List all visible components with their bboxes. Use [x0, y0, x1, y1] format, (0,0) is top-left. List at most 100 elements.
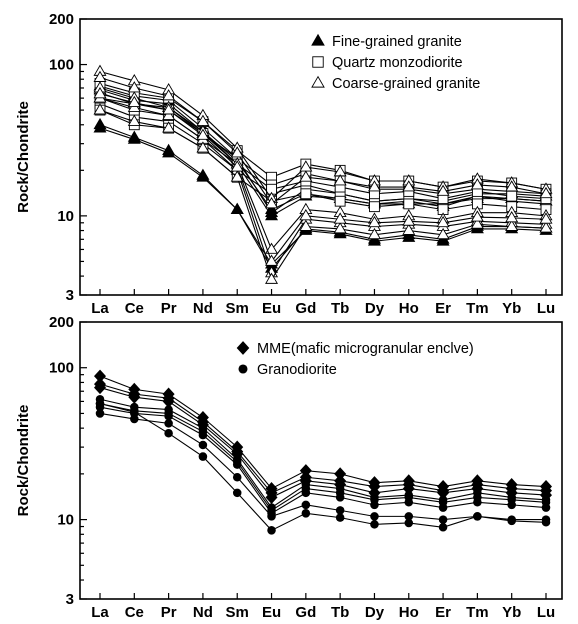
data-point — [370, 500, 379, 510]
x-tick-label: Gd — [295, 604, 316, 621]
data-point — [299, 170, 313, 182]
data-point — [369, 201, 380, 213]
data-point — [333, 212, 347, 224]
data-point — [265, 242, 279, 254]
data-point — [438, 523, 448, 532]
data-point — [265, 254, 279, 266]
x-tick-label: Gd — [295, 300, 316, 317]
data-point — [367, 234, 381, 246]
data-point — [333, 222, 347, 234]
data-point — [162, 143, 176, 155]
data-point — [539, 221, 553, 233]
y-tick-label: 10 — [57, 208, 74, 225]
data-point — [402, 214, 416, 226]
series-line — [99, 103, 547, 205]
x-tick-label: Pr — [161, 300, 177, 317]
x-tick-label: Eu — [262, 604, 281, 621]
data-point — [198, 430, 208, 440]
data-point — [470, 178, 484, 190]
x-tick-label: Lu — [537, 300, 555, 317]
x-tick-label: La — [91, 604, 109, 621]
x-tick-label: Dy — [365, 300, 385, 317]
data-point — [232, 488, 242, 498]
series-line — [99, 398, 547, 509]
series-line — [99, 85, 547, 214]
data-point — [507, 516, 516, 526]
data-point — [436, 184, 450, 196]
legend-marker — [311, 33, 325, 46]
data-point — [506, 190, 518, 202]
data-point — [127, 130, 141, 142]
plot-frame — [79, 18, 563, 296]
legend-label: Fine-grained granite — [332, 34, 462, 50]
bottom-panel-mme-granodiorite-chart: 200 100 10 3 Rock/Chondrite La Ce Pr Nd Sm Eu Gd Tb D… — [15, 314, 563, 621]
data-point — [300, 188, 312, 200]
legend-label: Quartz monzodiorite — [332, 55, 463, 71]
data-point — [196, 141, 210, 153]
data-point — [404, 498, 414, 507]
data-point — [299, 219, 313, 231]
x-tick-label: Er — [435, 604, 451, 621]
series-line — [99, 412, 546, 521]
series-line — [99, 403, 547, 512]
y-tick-label: 3 — [66, 591, 74, 608]
data-point — [402, 230, 416, 242]
y-axis-label: Rock/Chondrite — [15, 405, 32, 517]
data-point — [505, 219, 519, 231]
x-tick-label: Yb — [502, 300, 521, 317]
data-point — [333, 174, 347, 186]
data-point — [301, 488, 311, 498]
series-line — [99, 403, 547, 531]
y-tick-label: 3 — [66, 287, 74, 304]
data-point — [230, 146, 244, 158]
series-line — [99, 82, 547, 190]
x-tick-label: Tb — [331, 300, 349, 317]
data-point — [93, 87, 107, 99]
data-point — [267, 512, 276, 521]
data-point — [473, 512, 482, 521]
data-point — [541, 503, 551, 512]
y-axis-label: Rock/Chondrite — [15, 101, 32, 213]
data-point — [130, 407, 139, 417]
x-tick-label: Tm — [466, 300, 489, 317]
data-point — [232, 460, 242, 469]
data-point — [198, 452, 208, 461]
data-point — [196, 128, 210, 140]
data-point — [267, 526, 276, 535]
x-tick-label: Nd — [193, 300, 213, 317]
x-tick-label: Sm — [226, 604, 249, 621]
data-point — [198, 440, 208, 450]
legend-marker — [238, 364, 248, 374]
data-point — [402, 223, 416, 235]
x-tick-label: Ce — [125, 300, 144, 317]
x-tick-label: Pr — [161, 604, 177, 621]
y-tick-label: 10 — [57, 512, 74, 529]
data-point — [505, 210, 519, 223]
data-point — [230, 202, 244, 214]
x-tick-label: Dy — [365, 604, 385, 621]
data-point — [367, 215, 381, 228]
legend-marker — [311, 75, 325, 88]
data-point — [334, 195, 346, 207]
data-point — [436, 215, 450, 228]
y-tick-label: 200 — [49, 314, 74, 331]
data-point — [93, 103, 107, 115]
x-tick-label: Lu — [537, 604, 555, 621]
data-point — [438, 503, 448, 512]
series-line — [99, 383, 547, 494]
legend-marker — [236, 341, 250, 355]
data-point — [404, 512, 414, 521]
top-panel-fine-granite-chart: 200 100 10 3 Rock/Chondrite La Ce Pr Nd Sm Eu Gd Tb D… — [15, 11, 563, 317]
data-point — [230, 160, 244, 172]
x-tick-label: Ce — [125, 604, 144, 621]
data-point — [404, 518, 414, 528]
data-point — [95, 399, 105, 408]
x-tick-label: Sm — [226, 300, 249, 317]
data-point — [232, 472, 242, 482]
data-point — [301, 509, 311, 518]
data-point — [127, 95, 141, 108]
x-tick-label: Er — [435, 300, 451, 317]
data-point — [127, 114, 141, 126]
data-point — [162, 89, 176, 101]
data-point — [367, 180, 381, 192]
